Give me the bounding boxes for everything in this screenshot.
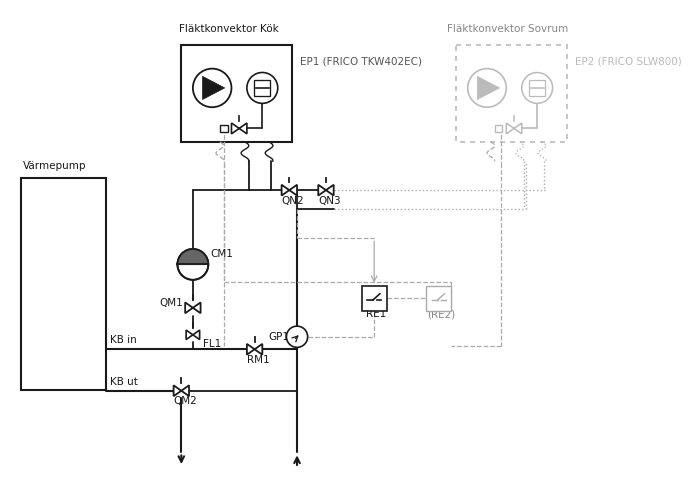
Text: KB in: KB in bbox=[110, 335, 136, 345]
Polygon shape bbox=[239, 123, 247, 134]
Bar bbox=[529, 80, 545, 96]
Polygon shape bbox=[477, 77, 500, 99]
Polygon shape bbox=[202, 77, 225, 99]
Circle shape bbox=[247, 73, 278, 103]
Text: QM1: QM1 bbox=[159, 298, 183, 308]
Bar bbox=[181, 46, 292, 142]
Polygon shape bbox=[247, 344, 255, 355]
Bar bbox=[456, 46, 567, 142]
Polygon shape bbox=[326, 185, 334, 195]
Circle shape bbox=[468, 69, 506, 107]
Polygon shape bbox=[193, 302, 201, 313]
Polygon shape bbox=[186, 302, 193, 313]
Circle shape bbox=[522, 73, 552, 103]
Text: KB ut: KB ut bbox=[110, 377, 138, 387]
Polygon shape bbox=[186, 330, 193, 339]
Polygon shape bbox=[181, 385, 189, 396]
Text: FL1: FL1 bbox=[202, 339, 220, 349]
Bar bbox=[220, 125, 228, 132]
Polygon shape bbox=[232, 123, 239, 134]
Text: (RE2): (RE2) bbox=[427, 310, 456, 320]
Polygon shape bbox=[506, 123, 514, 134]
Polygon shape bbox=[255, 344, 262, 355]
Bar bbox=[495, 125, 503, 132]
Polygon shape bbox=[174, 385, 181, 396]
Text: GP1: GP1 bbox=[268, 331, 289, 341]
Text: EP2 (FRICO SLW800): EP2 (FRICO SLW800) bbox=[575, 57, 682, 67]
Text: CM1: CM1 bbox=[210, 248, 233, 259]
Text: RM1: RM1 bbox=[247, 355, 270, 365]
Text: QN3: QN3 bbox=[318, 196, 341, 206]
Bar bbox=[254, 80, 270, 96]
Text: Värmepump: Värmepump bbox=[23, 161, 87, 171]
Bar bbox=[362, 286, 386, 311]
Polygon shape bbox=[193, 330, 199, 339]
Circle shape bbox=[193, 69, 232, 107]
Text: RE1: RE1 bbox=[367, 310, 386, 320]
Text: Fläktkonvektor Sovrum: Fläktkonvektor Sovrum bbox=[447, 24, 568, 34]
Polygon shape bbox=[281, 185, 289, 195]
Text: EP1 (FRICO TKW402EC): EP1 (FRICO TKW402EC) bbox=[300, 57, 422, 67]
Bar bbox=[21, 177, 106, 390]
Text: QN2: QN2 bbox=[281, 196, 304, 206]
Bar bbox=[426, 286, 452, 311]
Polygon shape bbox=[289, 185, 297, 195]
Circle shape bbox=[177, 249, 209, 280]
Polygon shape bbox=[514, 123, 522, 134]
Text: QM2: QM2 bbox=[174, 396, 197, 406]
Circle shape bbox=[286, 326, 307, 347]
Text: Fläktkonvektor Kök: Fläktkonvektor Kök bbox=[179, 24, 279, 34]
Polygon shape bbox=[177, 249, 209, 264]
Polygon shape bbox=[318, 185, 326, 195]
